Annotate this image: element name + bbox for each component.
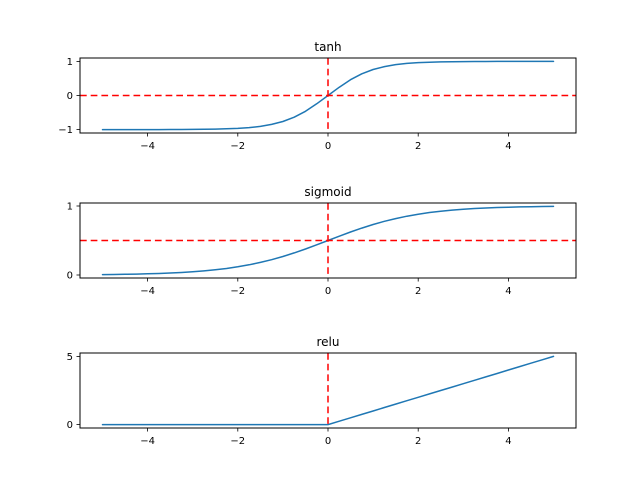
subplot-relu: −4 −2 0 2 4 0 5 <box>67 352 577 447</box>
y-tick-label: 0 <box>67 420 73 431</box>
x-tick-label: 4 <box>505 286 511 297</box>
subplot-title-sigmoid: sigmoid <box>304 185 352 199</box>
x-tick-label: 2 <box>415 141 421 152</box>
subplot-title-tanh: tanh <box>314 40 342 54</box>
x-tick-label: −2 <box>230 436 245 447</box>
subplot-tanh: −4 −2 0 2 4 −1 0 1 <box>58 57 577 152</box>
x-tick-label: −4 <box>140 436 155 447</box>
x-tick-label: 4 <box>505 141 511 152</box>
x-tick-label: 2 <box>415 436 421 447</box>
y-tick-label: 5 <box>67 352 73 363</box>
x-tick-label: −4 <box>140 286 155 297</box>
x-tick-label: 0 <box>325 436 331 447</box>
y-tick-label: 0 <box>67 271 73 282</box>
x-tick-label: −2 <box>230 141 245 152</box>
y-tick-label: 0 <box>67 91 73 102</box>
x-tick-label: −2 <box>230 286 245 297</box>
x-tick-label: 2 <box>415 286 421 297</box>
x-tick-label: 0 <box>325 141 331 152</box>
x-tick-label: 0 <box>325 286 331 297</box>
subplot-sigmoid: −4 −2 0 2 4 0 1 <box>67 202 577 297</box>
x-tick-label: 4 <box>505 436 511 447</box>
y-tick-label: 1 <box>67 202 73 213</box>
relu-curve <box>101 355 555 426</box>
y-tick-label: −1 <box>58 125 73 136</box>
x-tick-label: −4 <box>140 141 155 152</box>
subplot-title-relu: relu <box>316 335 340 349</box>
y-tick-label: 1 <box>67 57 73 68</box>
